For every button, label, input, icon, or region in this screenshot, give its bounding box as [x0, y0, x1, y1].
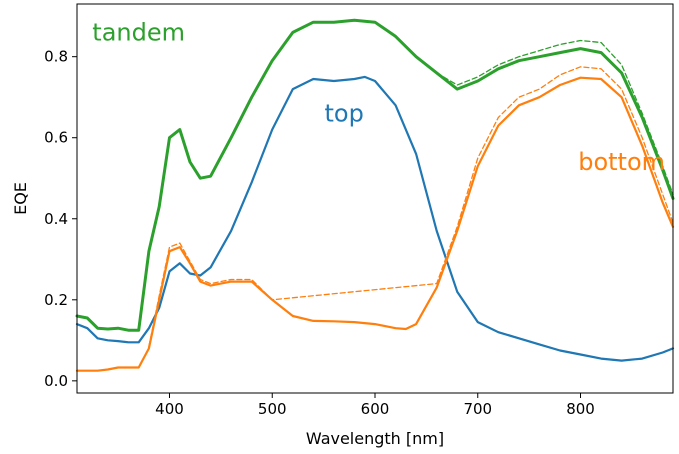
- annotation-tandem: tandem: [92, 18, 185, 46]
- series-line-2: [75, 75, 675, 362]
- x-tick-label: 500: [258, 400, 287, 418]
- series-line-3: [75, 76, 675, 372]
- y-tick-label: 0.0: [44, 372, 68, 390]
- annotation-bottom: bottom: [578, 148, 665, 176]
- series-line-4: [148, 66, 674, 348]
- y-axis-label: EQE: [11, 182, 30, 215]
- series-annotations: tandem top bottom: [92, 18, 665, 176]
- y-tick-label: 0.2: [44, 291, 68, 309]
- y-tick-label: 0.4: [44, 210, 68, 228]
- y-tick-label: 0.6: [44, 129, 68, 147]
- x-tick-label: 800: [566, 400, 595, 418]
- x-tick-label: 400: [155, 400, 184, 418]
- y-axis-ticks: 0.0 0.2 0.4 0.6 0.8: [44, 48, 77, 390]
- series-line-0: [75, 18, 675, 332]
- y-tick-label: 0.8: [44, 48, 68, 66]
- x-axis-label: Wavelength [nm]: [306, 429, 444, 448]
- series-line-1: [436, 39, 674, 196]
- x-axis-ticks: 400 500 600 700 800: [155, 393, 595, 418]
- x-tick-label: 600: [361, 400, 390, 418]
- annotation-top: top: [325, 100, 364, 128]
- plot-frame: [76, 3, 674, 394]
- series-layer: [75, 18, 675, 372]
- x-tick-label: 700: [463, 400, 492, 418]
